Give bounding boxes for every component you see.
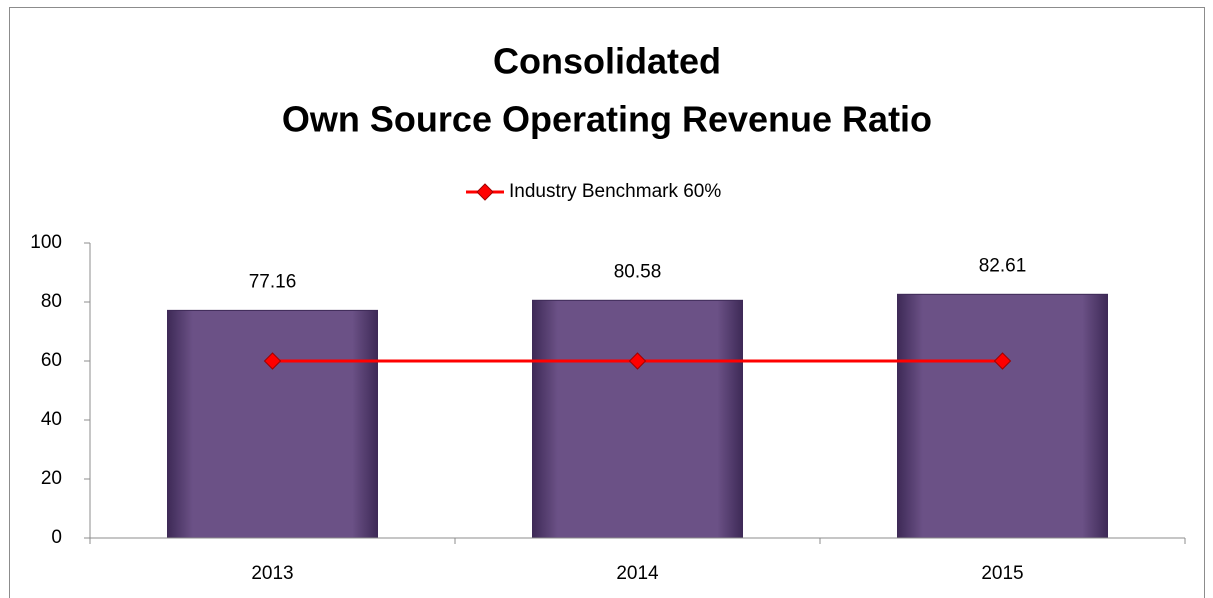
y-tick-label: 40 bbox=[41, 409, 62, 430]
bar bbox=[167, 309, 378, 539]
x-tick-label: 2013 bbox=[251, 563, 293, 584]
line-marker bbox=[263, 352, 282, 370]
y-tick-label: 100 bbox=[30, 232, 62, 253]
chart-title: Consolidated bbox=[493, 41, 721, 82]
legend-label: Industry Benchmark 60% bbox=[509, 181, 721, 202]
bar bbox=[897, 293, 1108, 539]
y-tick-label: 80 bbox=[41, 291, 62, 312]
data-label: 80.58 bbox=[614, 261, 662, 282]
y-tick-label: 0 bbox=[51, 527, 62, 548]
x-tick-label: 2014 bbox=[616, 563, 659, 584]
y-tick-label: 20 bbox=[41, 468, 62, 489]
x-tick-label: 2015 bbox=[981, 563, 1023, 584]
bar bbox=[532, 299, 743, 539]
y-tick-label: 60 bbox=[41, 350, 62, 371]
data-label: 82.61 bbox=[979, 255, 1027, 276]
line-marker bbox=[993, 352, 1012, 370]
line-marker bbox=[628, 352, 647, 370]
chart-title: Own Source Operating Revenue Ratio bbox=[282, 99, 932, 140]
legend-marker bbox=[476, 183, 494, 201]
data-label: 77.16 bbox=[249, 271, 297, 292]
